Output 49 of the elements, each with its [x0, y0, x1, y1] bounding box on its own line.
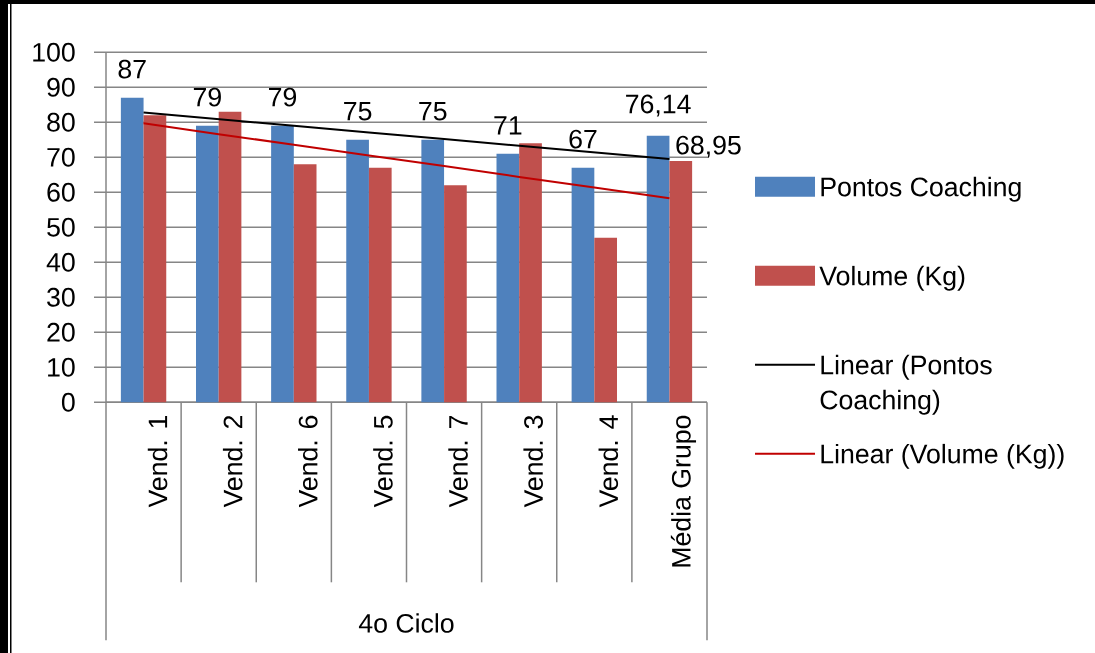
legend-label: Linear (Volume (Kg)) [821, 443, 1064, 469]
bar [346, 139, 369, 403]
legend-label: Volume (Kg) [819, 265, 965, 291]
bar [646, 135, 670, 403]
bar [571, 167, 595, 403]
data-label: 75 [419, 101, 447, 121]
y-tick-label: 60 [47, 182, 75, 202]
bar [496, 153, 520, 403]
y-tick-label: 70 [47, 147, 75, 167]
legend-label: Linear (Pontos Coaching) [820, 354, 992, 415]
bar [444, 185, 467, 403]
x-tick-label: Vend. 2 [222, 415, 243, 508]
y-tick-label: 80 [47, 112, 75, 132]
x-tick-label: Vend. 6 [298, 415, 318, 508]
bar [196, 125, 219, 403]
x-tick-label: Média Grupo [670, 415, 697, 567]
y-tick-label: 10 [48, 357, 75, 377]
y-tick-label: 40 [46, 252, 75, 272]
bar [218, 111, 242, 403]
data-label: 76,14 [626, 94, 691, 117]
x-tick-label: Vend. 5 [373, 415, 393, 508]
y-tick-label: 0 [61, 392, 75, 412]
bar [594, 237, 617, 403]
data-label: 87 [118, 59, 146, 79]
bar [143, 115, 167, 403]
data-label: 67 [569, 129, 597, 149]
data-label: 79 [269, 87, 297, 107]
data-label: 79 [193, 87, 221, 107]
x-tick-label: Vend. 7 [448, 415, 468, 508]
y-tick-label: 100 [33, 42, 75, 62]
y-tick-label: 50 [47, 217, 75, 237]
bar [293, 164, 317, 403]
data-label: 75 [344, 101, 372, 121]
x-tick-label: Vend. 1 [147, 415, 168, 508]
data-label: 68,95 [676, 135, 741, 158]
y-tick-label: 90 [47, 77, 75, 97]
x-tick-label: Vend. 4 [598, 415, 619, 508]
data-label: 71 [494, 116, 522, 135]
y-tick-label: 30 [47, 287, 75, 307]
bar [120, 97, 144, 403]
legend-label: Pontos Coaching [821, 176, 1021, 202]
bar [669, 160, 693, 403]
bar [368, 167, 392, 403]
text: 4o Ciclo [358, 613, 454, 633]
x-tick-label: Vend. 3 [523, 415, 543, 508]
y-tick-label: 20 [47, 322, 75, 342]
bar [271, 125, 294, 403]
bar [519, 143, 542, 403]
bar [421, 139, 445, 403]
